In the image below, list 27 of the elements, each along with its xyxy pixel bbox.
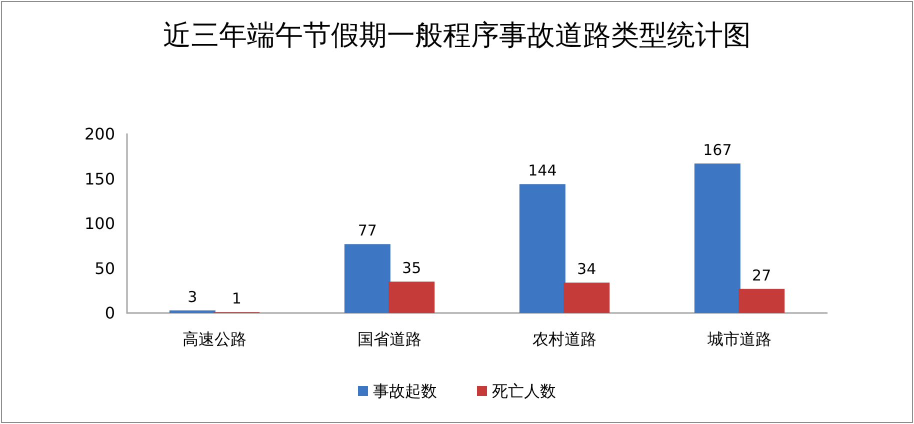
y-tick-label: 0 <box>104 304 115 322</box>
y-tick-label: 100 <box>84 214 115 233</box>
bar <box>564 282 610 313</box>
legend-label: 死亡人数 <box>492 382 556 400</box>
bar <box>344 244 390 313</box>
data-label: 34 <box>577 260 596 278</box>
chart-title: 近三年端午节假期一般程序事故道路类型统计图 <box>163 18 751 52</box>
x-tick-label: 城市道路 <box>706 330 772 348</box>
legend-label: 事故起数 <box>373 382 437 400</box>
x-tick-label: 国省道路 <box>358 330 422 348</box>
data-label: 167 <box>703 141 732 160</box>
data-label: 1 <box>232 290 242 308</box>
bar <box>738 288 785 313</box>
bar <box>169 310 216 313</box>
y-tick-label: 50 <box>94 258 115 278</box>
data-label: 144 <box>528 162 557 180</box>
data-label: 3 <box>188 288 198 306</box>
bar <box>519 184 566 313</box>
data-label: 77 <box>358 222 377 240</box>
y-tick-label: 200 <box>84 124 115 144</box>
x-tick-label: 高速公路 <box>182 330 246 348</box>
x-tick-label: 农村道路 <box>532 330 596 348</box>
bar <box>388 282 435 313</box>
y-tick-label: 150 <box>84 169 115 188</box>
bar <box>694 164 740 313</box>
data-label: 27 <box>752 266 772 284</box>
data-label: 35 <box>402 259 422 278</box>
